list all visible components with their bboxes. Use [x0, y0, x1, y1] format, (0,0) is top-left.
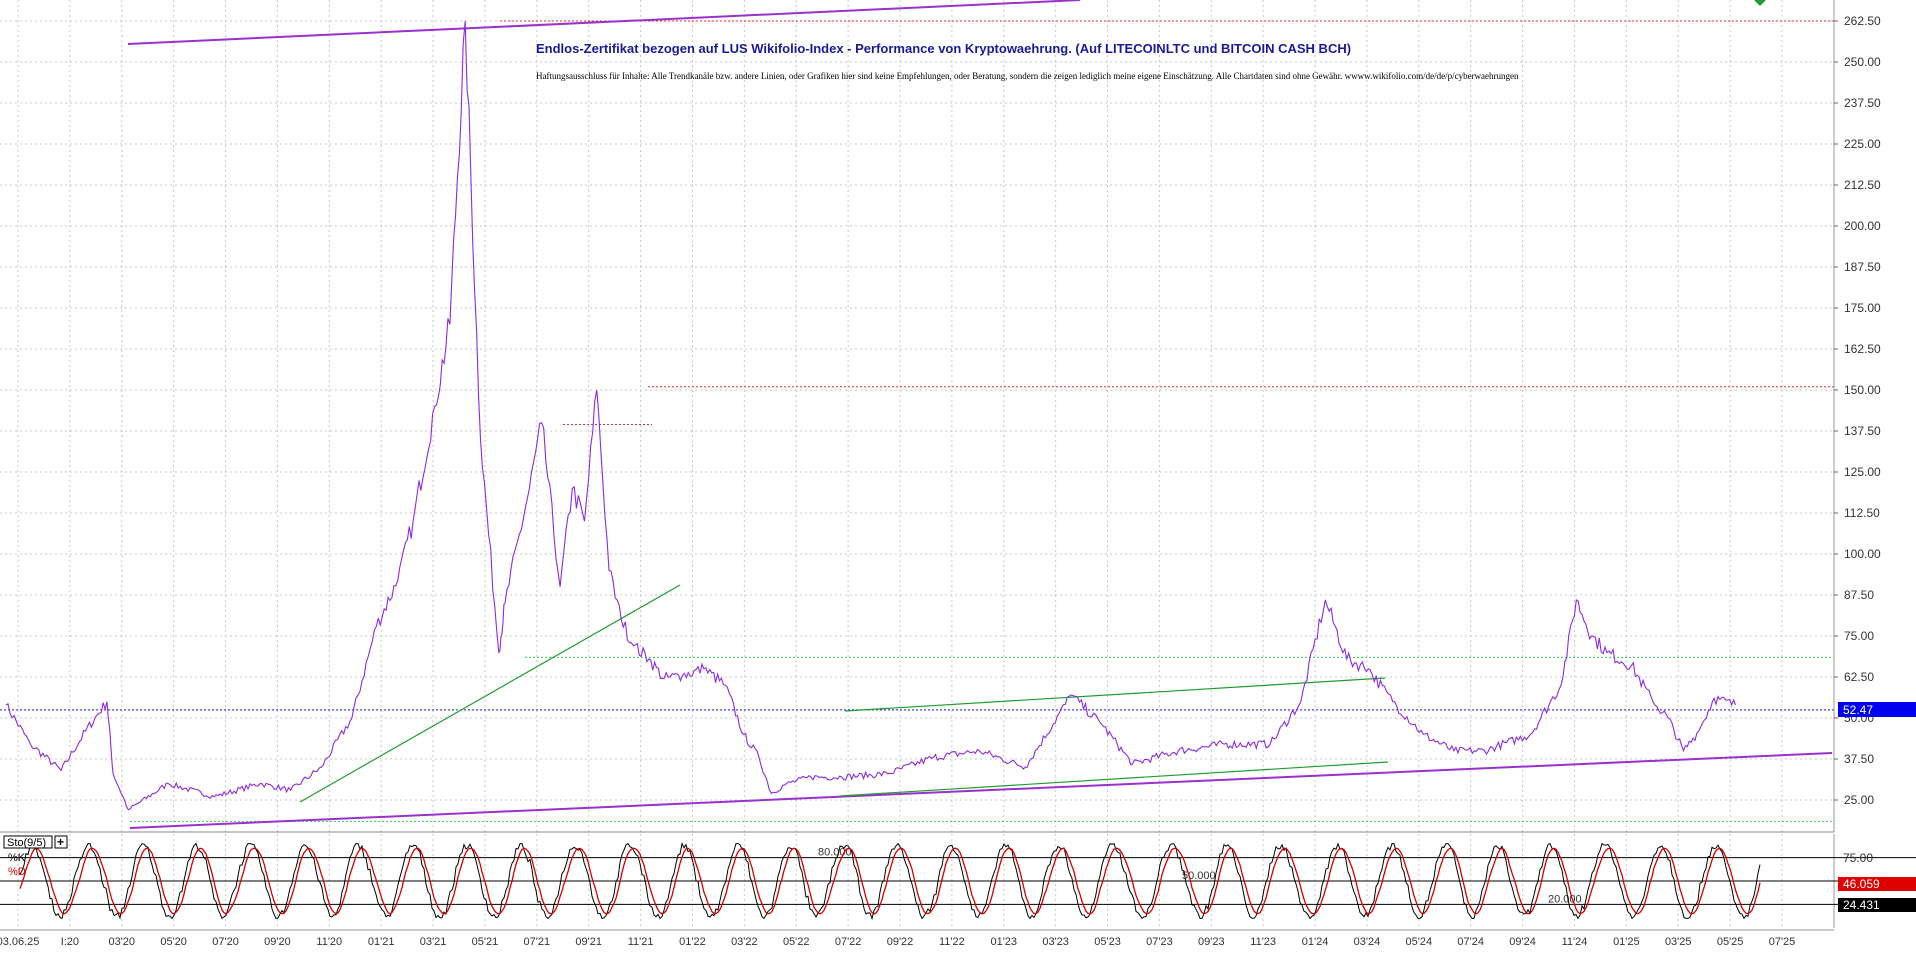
x-tick-label: 03'24	[1354, 936, 1381, 948]
last-value-tag-bg	[1838, 702, 1916, 717]
x-tick-label: 05'24	[1406, 936, 1433, 948]
x-tick-label: 09'20	[264, 936, 291, 948]
x-tick-label: 07'24	[1457, 936, 1484, 948]
x-tick-label: 07'22	[835, 936, 862, 948]
price-tick-label: 237.50	[1844, 96, 1881, 110]
legend-box-label: Sto(9/5)	[7, 837, 46, 849]
x-tick-label: 07'20	[212, 936, 239, 948]
osc-tick-75: 75.00	[1843, 851, 1873, 865]
x-tick-label: 09'21	[575, 936, 602, 948]
x-tick-label: 01'24	[1302, 936, 1329, 948]
x-tick-label: 11'20	[316, 936, 342, 948]
stochastic-k-line	[19, 842, 1761, 921]
x-axis: 03.06.25 I:20 03'20 05'20 07'20 09'20 11'20 01'…	[0, 929, 1834, 948]
chart-title: Endlos-Zertifikat bezogen auf LUS Wikifo…	[536, 41, 1351, 56]
osc-value-tags: 46.059 24.431 75.00	[1838, 851, 1916, 912]
x-tick-label: 11'21	[628, 936, 654, 948]
price-tick-label: 100.00	[1844, 547, 1881, 561]
price-tick-label: 25.00	[1844, 793, 1874, 807]
oscillator-legend: Sto(9/5) + %K %D	[3, 835, 68, 878]
green-trend-line-upper-2022	[844, 677, 1386, 712]
x-tick-label: 03'22	[731, 936, 758, 948]
stochastic-d-line	[19, 847, 1761, 915]
x-tick-label: 11'24	[1562, 936, 1588, 948]
x-tick-label: 03'20	[108, 936, 135, 948]
legend-box	[3, 835, 53, 849]
osc-reference-label: 20.000	[1548, 893, 1582, 905]
x-tick-label: 05'22	[783, 936, 810, 948]
price-tick-label: 75.00	[1844, 629, 1874, 643]
k-value-label: 24.431	[1843, 898, 1880, 912]
x-tick-label: 03'21	[420, 936, 447, 948]
x-tick-label: 11'23	[1250, 936, 1276, 948]
x-tick-label: 05'25	[1717, 936, 1744, 948]
x-tick-label: 01'21	[368, 936, 395, 948]
green-trend-line-lower-2022	[839, 761, 1389, 797]
x-tick-label: 03.06.25	[0, 936, 39, 948]
x-tick-label: 01'22	[679, 936, 706, 948]
last-value-label: 52.47	[1843, 703, 1873, 717]
x-tick-label: 09'24	[1509, 936, 1536, 948]
chart-subtitle: Haftungsausschluss für Inhalte: Alle Tre…	[536, 71, 1519, 81]
price-tick-label: 225.00	[1844, 137, 1881, 151]
price-tick-label: 125.00	[1844, 465, 1881, 479]
x-tick-label: 07'23	[1146, 936, 1173, 948]
price-tick-label: 37.50	[1844, 752, 1874, 766]
price-y-axis: 25.0037.5050.0062.5075.0087.50100.00112.…	[1833, 0, 1881, 832]
x-tick-label: 05'23	[1094, 936, 1121, 948]
price-tick-label: 137.50	[1844, 424, 1881, 438]
x-tick-label: 05'20	[160, 936, 187, 948]
x-tick-label: 03'23	[1042, 936, 1069, 948]
x-tick-label: 03'25	[1665, 936, 1692, 948]
price-tick-label: 150.00	[1844, 383, 1881, 397]
price-tick-label: 175.00	[1844, 301, 1881, 315]
x-tick-label: 05'21	[472, 936, 499, 948]
x-tick-label: 11'22	[939, 936, 965, 948]
price-tick-label: 187.50	[1844, 260, 1881, 274]
last-value-tag: 52.47	[1838, 702, 1916, 717]
upper-trend-line	[127, 0, 1081, 45]
legend-d-label: %D	[8, 866, 26, 878]
expand-icon-glyph: +	[57, 835, 64, 849]
x-tick-label: 09'22	[887, 936, 914, 948]
price-tick-label: 262.50	[1844, 14, 1881, 28]
x-tick-label: 07'21	[524, 936, 551, 948]
x-tick-label: 01'25	[1613, 936, 1640, 948]
k-value-tag-bg	[1838, 898, 1916, 912]
osc-reference-label: 80.000	[818, 847, 852, 859]
x-tick-label: 07'25	[1769, 936, 1796, 948]
price-levels	[0, 20, 1834, 822]
green-trend-line-2020	[299, 584, 681, 803]
price-tick-label: 200.00	[1844, 219, 1881, 233]
x-tick-label: I:20	[61, 936, 79, 948]
d-value-tag-bg	[1838, 877, 1916, 891]
price-tick-label: 62.50	[1844, 670, 1874, 684]
price-tick-label: 112.50	[1844, 506, 1880, 520]
trend-lines	[127, 0, 1833, 829]
price-grid	[0, 0, 1834, 832]
legend-k-label: %K	[8, 852, 26, 864]
price-tick-label: 250.00	[1844, 55, 1881, 69]
arrow-marker-icon	[1754, 0, 1766, 6]
expand-icon[interactable]	[54, 835, 68, 849]
x-tick-label: 09'23	[1198, 936, 1225, 948]
price-tick-label: 162.50	[1844, 342, 1881, 356]
d-value-label: 46.059	[1843, 877, 1880, 891]
x-tick-label: 01'23	[990, 936, 1017, 948]
price-tick-label: 87.50	[1844, 588, 1874, 602]
lower-trend-line	[129, 752, 1833, 829]
osc-reference-label: 50.000	[1182, 870, 1216, 882]
price-series-line	[5, 20, 1737, 811]
price-tick-label: 212.50	[1844, 178, 1881, 192]
